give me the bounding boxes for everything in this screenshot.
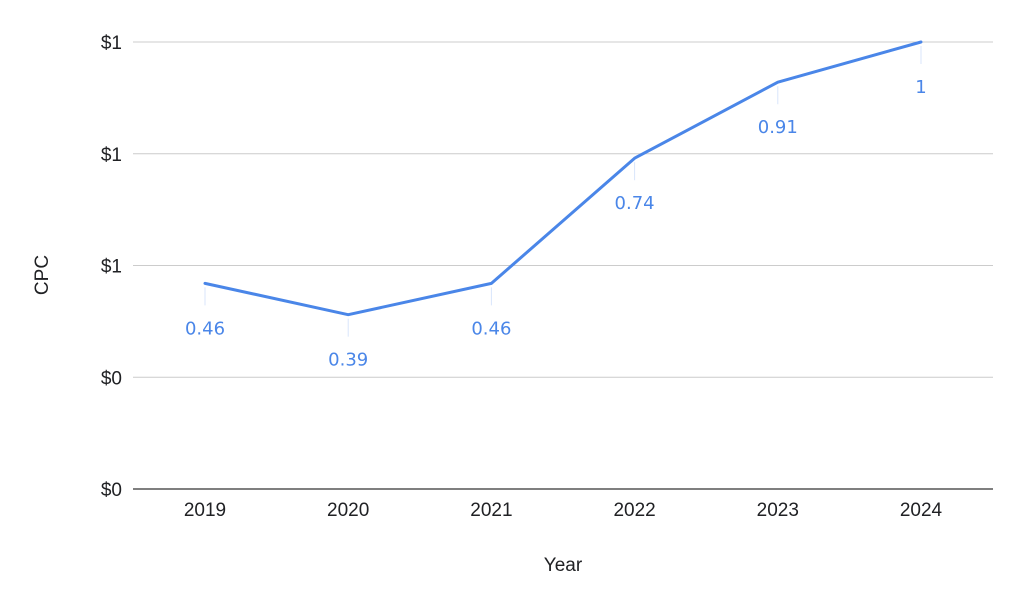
data-label: 0.39: [328, 350, 368, 371]
y-tick-label: $0: [101, 368, 122, 389]
data-label: 0.46: [471, 318, 511, 339]
data-label: 0.74: [615, 193, 655, 214]
series-line: [203, 40, 923, 317]
x-tick-label: 2022: [613, 500, 655, 521]
y-tick-label: $1: [101, 33, 122, 54]
x-axis-ticks: 2019 2020 2021 2022 2023 2024: [184, 500, 943, 521]
series-line-path: [203, 40, 923, 317]
y-tick-label: $1: [101, 145, 122, 166]
y-tick-label: $1: [101, 257, 122, 278]
data-label: 1: [915, 77, 926, 98]
data-label: 0.46: [185, 318, 225, 339]
y-axis-title: CPC: [32, 255, 53, 295]
y-tick-label: $0: [101, 480, 122, 501]
y-axis-ticks: $0 $0 $1 $1 $1: [101, 33, 122, 501]
x-tick-label: 2021: [470, 500, 512, 521]
data-label: 0.91: [758, 117, 798, 138]
x-tick-label: 2024: [900, 500, 943, 521]
data-labels: 0.46 0.39 0.46 0.74 0.91 1: [185, 46, 927, 371]
x-tick-label: 2020: [327, 500, 369, 521]
x-tick-label: 2019: [184, 500, 226, 521]
x-tick-label: 2023: [757, 500, 799, 521]
x-axis-title: Year: [544, 555, 583, 576]
gridlines: [133, 41, 993, 490]
